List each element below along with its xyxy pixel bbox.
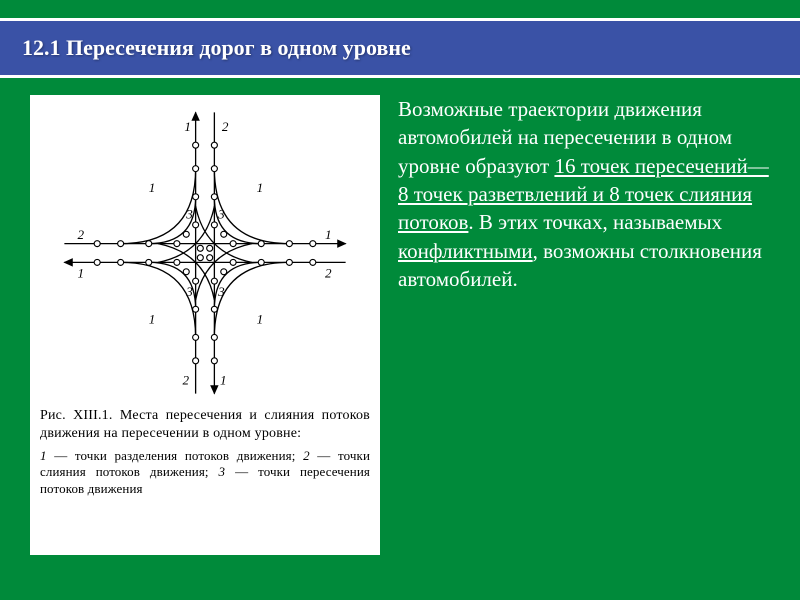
lbl-left-dn: 1 — [78, 265, 85, 280]
lbl-left-up: 2 — [78, 227, 85, 242]
figure-legend: 1 — точки разделения потоков движения; 2… — [40, 448, 370, 497]
lbl-bot-left: 2 — [183, 372, 190, 387]
title-text: 12.1 Пересечения дорог в одном уровне — [22, 35, 411, 60]
lbl-right-up: 1 — [325, 227, 332, 242]
intersection-diagram: 1 2 2 1 1 2 2 1 1 1 1 1 3 3 3 3 — [40, 103, 370, 403]
lbl-top-right: 2 — [222, 119, 229, 134]
lbl-c4: 3 — [217, 284, 225, 299]
lbl-se: 1 — [257, 311, 264, 326]
lbl-sw: 1 — [149, 311, 156, 326]
lbl-top-left: 1 — [184, 119, 191, 134]
body-p2: . В этих точках, называемых — [468, 210, 722, 234]
body-u2: конфликтными — [398, 239, 533, 263]
lbl-c2: 3 — [217, 206, 225, 221]
lbl-c3: 3 — [185, 284, 193, 299]
lbl-right-dn: 2 — [325, 265, 332, 280]
lbl-c1: 3 — [185, 206, 193, 221]
content-row: 1 2 2 1 1 2 2 1 1 1 1 1 3 3 3 3 — [30, 95, 778, 590]
body-text: Возможные траектории движения автомобиле… — [398, 95, 778, 293]
lbl-bot-right: 1 — [220, 372, 227, 387]
lbl-ne: 1 — [257, 180, 264, 195]
lbl-nw: 1 — [149, 180, 156, 195]
slide: 12.1 Пересечения дорог в одном уровне — [0, 0, 800, 600]
title-bar: 12.1 Пересечения дорог в одном уровне — [0, 18, 800, 78]
figure-box: 1 2 2 1 1 2 2 1 1 1 1 1 3 3 3 3 — [30, 95, 380, 555]
figure-caption: Рис. XIII.1. Места пересечения и слияния… — [40, 407, 370, 442]
